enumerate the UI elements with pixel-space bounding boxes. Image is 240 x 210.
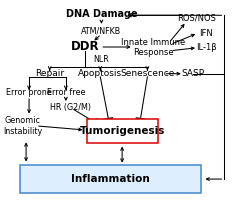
Text: ATM/NFKB: ATM/NFKB <box>81 26 122 35</box>
Text: Tumorigenesis: Tumorigenesis <box>79 126 165 136</box>
Text: SASP: SASP <box>182 69 205 78</box>
Text: NLR: NLR <box>94 55 109 64</box>
Text: DDR: DDR <box>71 40 100 53</box>
Text: Repair: Repair <box>35 69 64 78</box>
Text: Apoptosis: Apoptosis <box>78 69 122 78</box>
Text: DNA Damage: DNA Damage <box>66 9 137 19</box>
Bar <box>86 119 158 143</box>
Text: Senescence: Senescence <box>120 69 174 78</box>
Bar <box>20 165 201 193</box>
Text: IFN: IFN <box>199 29 213 38</box>
Text: Inflammation: Inflammation <box>71 174 150 184</box>
Text: Innate Immune
Response: Innate Immune Response <box>121 38 185 57</box>
Text: HR (G2/M): HR (G2/M) <box>50 103 91 112</box>
Text: Genomic
Instability: Genomic Instability <box>3 116 42 136</box>
Text: IL-1β: IL-1β <box>196 43 216 52</box>
Text: Error prone: Error prone <box>6 88 52 97</box>
Text: Error free: Error free <box>47 88 85 97</box>
Text: ROS/NOS: ROS/NOS <box>177 14 216 23</box>
